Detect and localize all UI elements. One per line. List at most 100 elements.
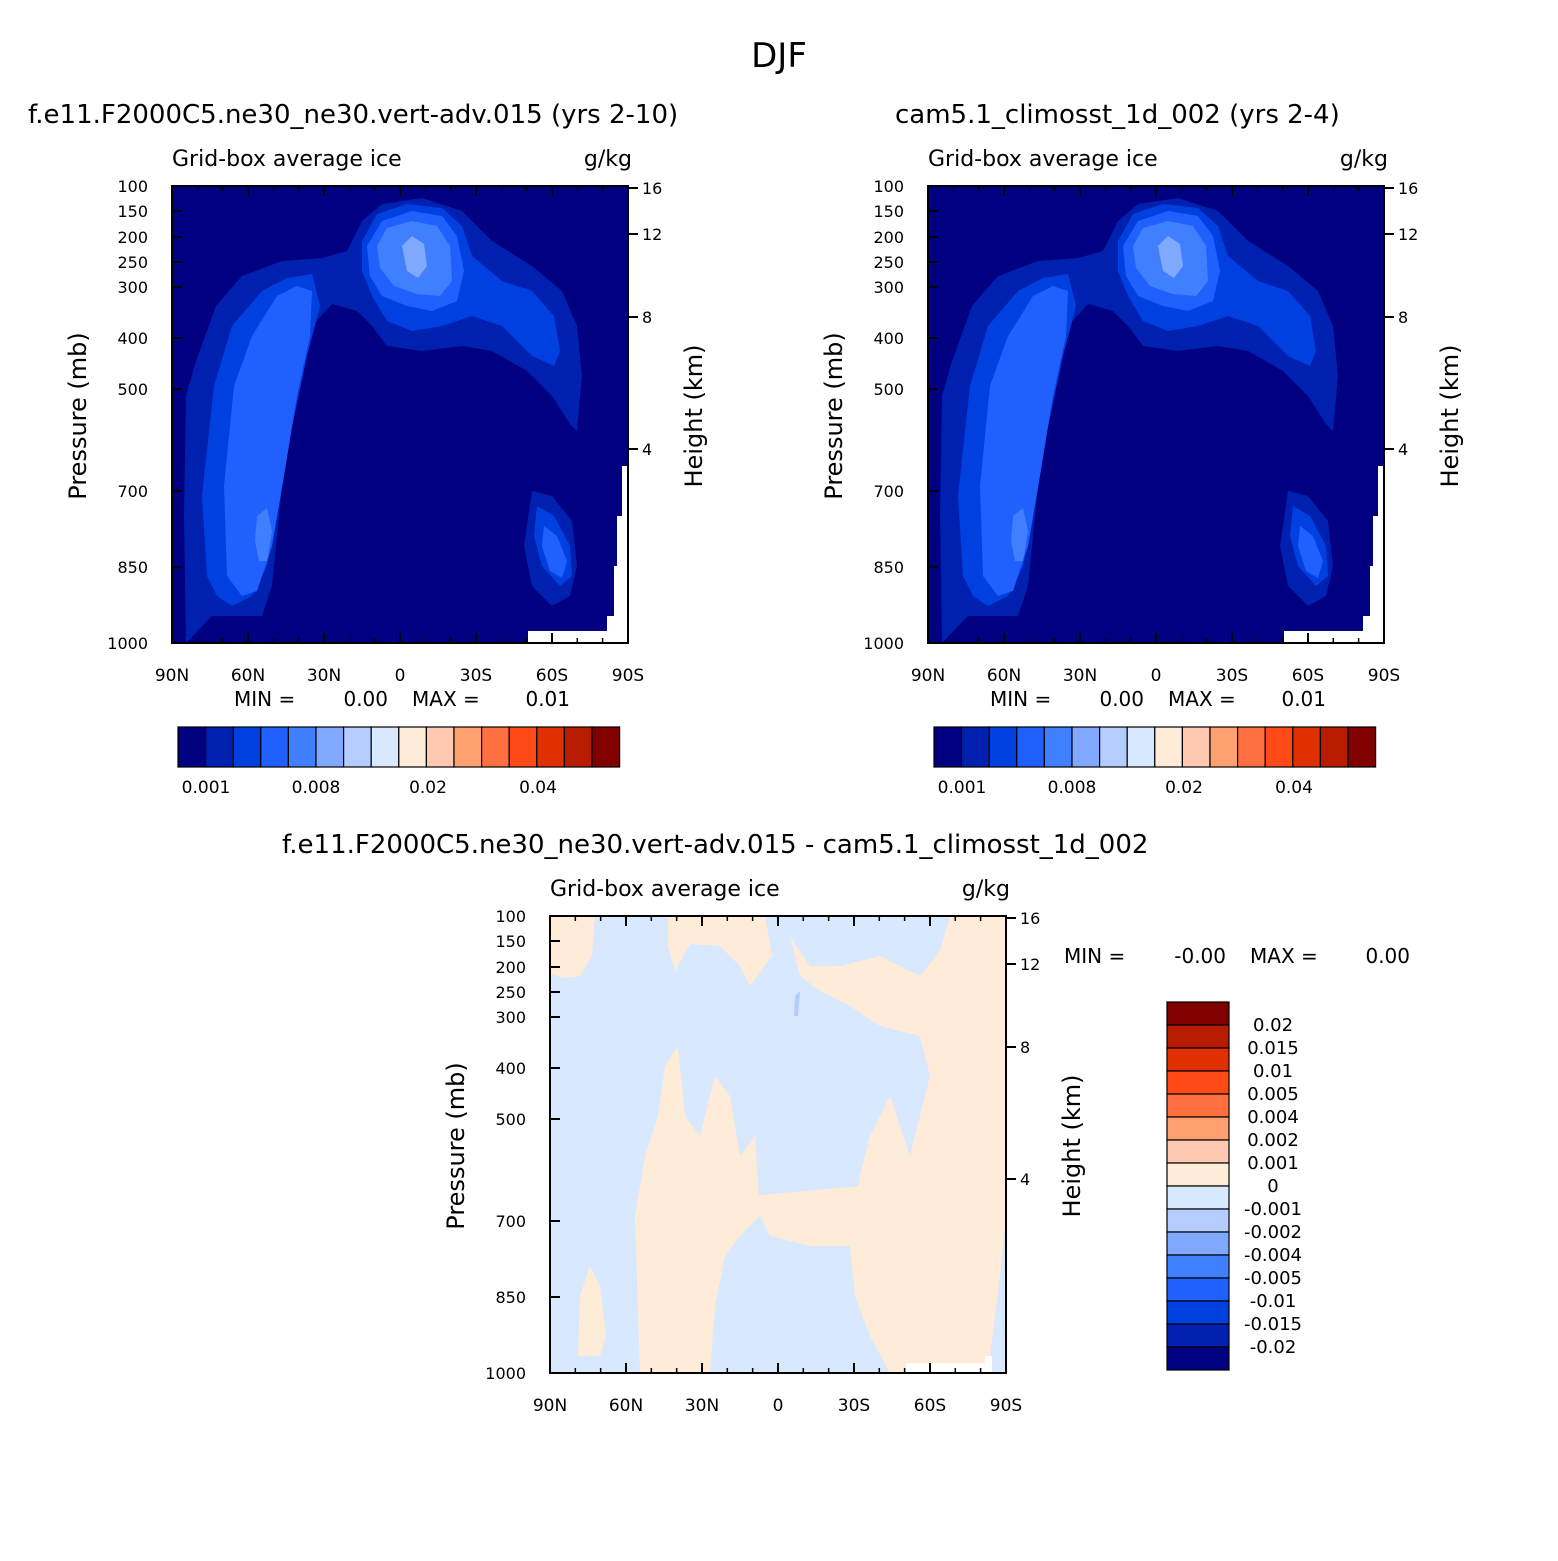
colorbar-swatch	[961, 726, 990, 768]
colorbar-label: 0.008	[292, 778, 341, 798]
colorbar-swatch	[1166, 1208, 1230, 1233]
y-tick-label: 100	[117, 177, 148, 196]
y-tick-label: 400	[873, 329, 904, 348]
y-tick-label: 400	[495, 1059, 526, 1078]
y-tick-label: 500	[873, 380, 904, 399]
max-label: MAX =	[1250, 944, 1318, 968]
panel-1: 90N 60N 30N 0 30S 60S 90S 100 150 200 250 300 400 500…	[820, 147, 1464, 798]
y2-tick-label: 8	[1020, 1038, 1030, 1057]
figure-title: DJF	[751, 36, 807, 76]
x-tick-label: 0	[395, 666, 406, 686]
diff-positive-ne	[550, 916, 595, 978]
colorbar-label: 0.01	[1253, 1061, 1293, 1082]
colorbar-swatch	[315, 726, 345, 768]
colorbar-swatch	[1166, 1254, 1230, 1279]
panel-title-control: f.e11.F2000C5.ne30_ne30.vert-adv.015 (yr…	[28, 100, 679, 130]
diff-positive-mid	[635, 1046, 760, 1373]
contour-level-6-core	[1158, 236, 1183, 278]
colorbar-swatch	[1154, 726, 1184, 768]
colorbar-swatch	[1071, 726, 1101, 768]
y-tick-label: 200	[495, 958, 526, 977]
colorbar-swatch	[1166, 1001, 1230, 1026]
y2-tick-label: 4	[642, 440, 652, 459]
colorbar-swatch	[343, 726, 372, 768]
colorbar: 0.020.0150.010.0050.0040.0020.0010-0.001…	[1166, 1001, 1302, 1371]
colorbar-label: 0.02	[1165, 778, 1203, 798]
colorbar-label: 0.02	[409, 778, 447, 798]
colorbar-label: 0.02	[1253, 1015, 1293, 1036]
x-tick-label: 60N	[609, 1396, 643, 1416]
colorbar-label: 0.004	[1247, 1107, 1299, 1128]
colorbar-label: -0.004	[1244, 1245, 1302, 1266]
y-axis-label: Pressure (mb)	[820, 332, 848, 499]
colorbar-swatch	[591, 726, 621, 768]
y-tick-label: 700	[117, 482, 148, 501]
colorbar-swatch	[933, 726, 963, 768]
colorbar-swatch	[287, 726, 317, 768]
colorbar-swatch	[1237, 726, 1266, 768]
y-tick-label: 300	[495, 1008, 526, 1027]
colorbar-swatch	[1166, 1323, 1230, 1348]
contour-level-4-west	[980, 286, 1068, 596]
colorbar-swatch	[1043, 726, 1073, 768]
colorbar-swatch	[1347, 726, 1377, 768]
colorbar-label: 0	[1267, 1176, 1278, 1197]
colorbar-swatch	[1166, 1346, 1230, 1371]
y-tick-label: 400	[117, 329, 148, 348]
colorbar-label: 0.04	[519, 778, 557, 798]
contour-level-5-west	[255, 508, 272, 561]
colorbar-swatch	[1264, 726, 1294, 768]
x-tick-label: 0	[1151, 666, 1162, 686]
colorbar-swatch	[425, 726, 455, 768]
subtitle-left: Grid-box average ice	[928, 147, 1158, 172]
y-tick-label: 250	[873, 253, 904, 272]
colorbar-swatch	[1166, 1162, 1230, 1187]
y2-tick-label: 4	[1398, 440, 1408, 459]
x-tick-label: 30N	[307, 666, 341, 686]
colorbar-swatch	[508, 726, 538, 768]
colorbar-swatch	[1166, 1231, 1230, 1256]
min-value: -0.00	[1174, 944, 1226, 968]
y2-tick-label: 12	[1020, 955, 1040, 974]
colorbar-swatch	[177, 726, 207, 768]
diff-positive-band	[750, 1186, 870, 1246]
missing-data-mask	[528, 466, 628, 643]
colorbar-swatch	[1166, 1139, 1230, 1164]
missing-data-mask	[1284, 466, 1384, 643]
x-tick-label: 90N	[533, 1396, 567, 1416]
colorbar-label: -0.02	[1250, 1337, 1297, 1358]
colorbar-label: -0.005	[1244, 1268, 1302, 1289]
y2-tick-label: 16	[642, 179, 662, 198]
x-tick-label: 90S	[1368, 666, 1400, 686]
subtitle-left: Grid-box average ice	[550, 877, 780, 902]
max-label: MAX =	[412, 687, 480, 711]
max-value: 0.01	[525, 687, 570, 711]
colorbar-swatch	[1016, 726, 1046, 768]
colorbar-swatch	[481, 726, 510, 768]
x-tick-label: 90S	[612, 666, 644, 686]
contour-level-4-south	[1298, 526, 1323, 578]
y2-axis-label: Height (km)	[680, 345, 708, 488]
x-tick-label: 60S	[1292, 666, 1324, 686]
colorbar-swatch	[1209, 726, 1239, 768]
diff-positive-w	[578, 1266, 606, 1356]
colorbar-swatch	[1292, 726, 1321, 768]
diff-positive-s	[790, 916, 1006, 1373]
colorbar-label: -0.01	[1250, 1291, 1297, 1312]
y2-tick-label: 4	[1020, 1170, 1030, 1189]
colorbar-label: 0.001	[1247, 1153, 1299, 1174]
colorbar-swatch	[453, 726, 483, 768]
diff-positive-n	[668, 916, 772, 986]
colorbar-swatch	[398, 726, 428, 768]
max-value: 0.00	[1365, 944, 1410, 968]
y-tick-label: 850	[495, 1288, 526, 1307]
y2-tick-label: 16	[1020, 909, 1040, 928]
x-tick-label: 60S	[914, 1396, 946, 1416]
colorbar-swatch	[988, 726, 1018, 768]
x-tick-label: 30S	[1216, 666, 1248, 686]
colorbar-label: 0.008	[1048, 778, 1097, 798]
colorbar-swatch	[563, 726, 593, 768]
panel-title-test: cam5.1_climosst_1d_002 (yrs 2-4)	[895, 100, 1340, 130]
y-tick-label: 500	[495, 1110, 526, 1129]
y-tick-label: 150	[495, 932, 526, 951]
